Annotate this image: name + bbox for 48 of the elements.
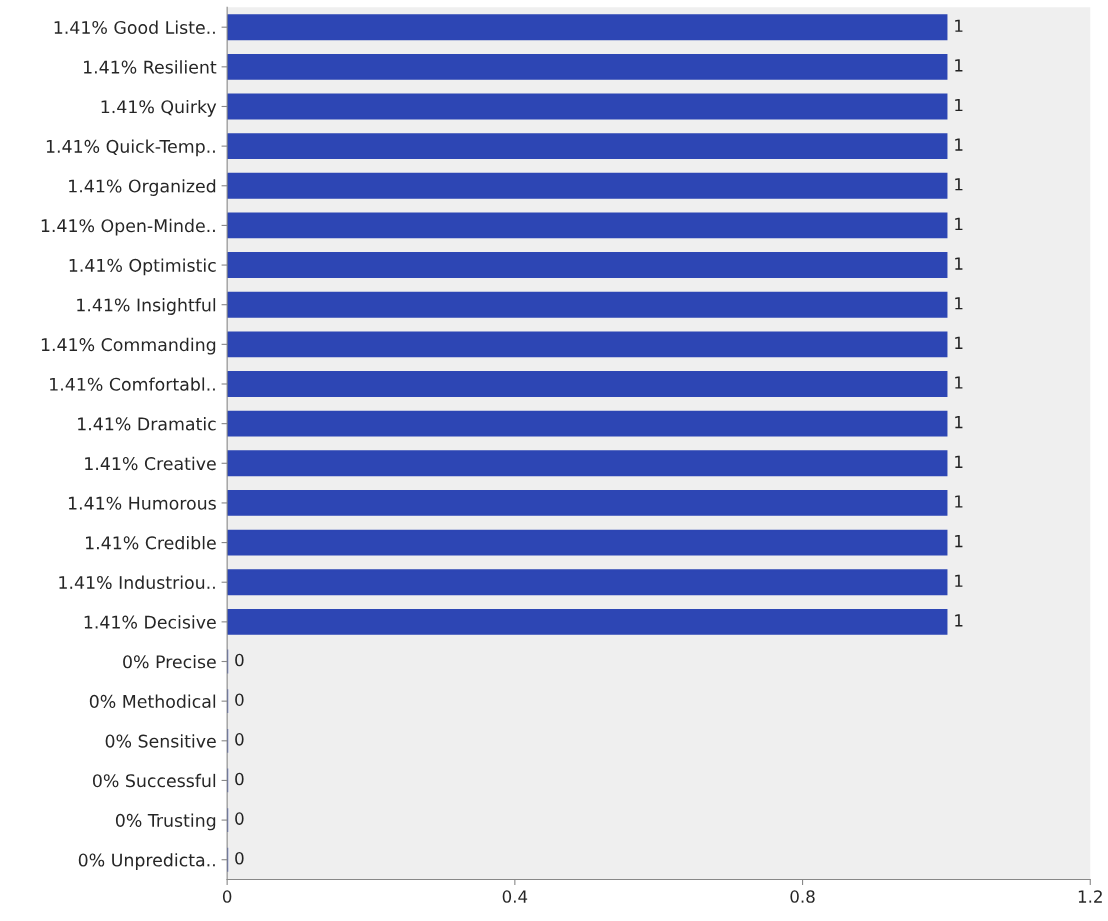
y-tick-label: 0% Precise (123, 654, 216, 669)
y-tick-label: 1.41% Dramatic (78, 417, 216, 431)
data-label: 0 (235, 851, 244, 865)
y-tick-label: 1.41% Creative (85, 456, 216, 471)
y-tick-label: 0% Sensitive (105, 734, 216, 748)
y-tick-label: 1.41% Organized (69, 179, 216, 196)
y-tick-label: 1.41% Open-Minde.. (41, 218, 215, 236)
x-tick-label: 1.2 (1078, 890, 1102, 903)
data-label: 0 (235, 812, 244, 825)
y-tick-label: 1.41% Industriou.. (59, 575, 215, 590)
y-tick-label: 1.41% Humorous (68, 496, 216, 510)
data-label: 1 (955, 336, 963, 349)
data-label: 1 (955, 574, 963, 587)
data-label: 1 (955, 98, 963, 112)
data-label: 0 (235, 693, 244, 706)
y-tick-label: 1.41% Good Liste.. (54, 20, 215, 35)
y-tick-label: 1.41% Quick-Temp.. (46, 139, 215, 157)
x-tick-label: 0.4 (502, 890, 528, 903)
data-label: 1 (955, 297, 963, 310)
data-label: 1 (955, 376, 963, 389)
y-tick-label: 1.41% Comfortabl.. (50, 377, 215, 391)
y-tick-label: 0% Methodical (89, 694, 216, 708)
data-label: 1 (955, 495, 963, 508)
data-label: 1 (955, 59, 963, 72)
y-tick-label: 1.41% Optimistic (69, 258, 216, 276)
data-label: 0 (235, 772, 244, 786)
y-tick-label: 1.41% Decisive (84, 615, 216, 629)
x-tick-label: 0.8 (790, 890, 815, 903)
y-tick-label: 1.41% Resilient (83, 60, 217, 74)
data-label: 1 (955, 217, 963, 231)
y-tick-label: 0% Unpredicta.. (78, 853, 215, 870)
y-tick-label: 0% Successful (92, 773, 216, 788)
data-label: 0 (235, 733, 244, 746)
data-label: 1 (955, 614, 963, 627)
data-label: 1 (955, 535, 963, 548)
data-label: 1 (955, 257, 963, 270)
y-tick-label: 1.41% Credible (86, 535, 216, 550)
data-label: 1 (955, 19, 963, 32)
data-label: 0 (235, 653, 244, 667)
y-tick-label: 1.41% Quirky (101, 99, 217, 117)
y-tick-label: 0% Trusting (115, 813, 216, 831)
data-label: 1 (955, 455, 963, 468)
x-tick-label: 0 (222, 890, 232, 903)
y-tick-label: 1.41% Insightful (77, 298, 216, 315)
data-label: 1 (955, 178, 963, 191)
data-label: 1 (955, 138, 963, 151)
data-label: 1 (955, 416, 963, 429)
y-tick-label: 1.41% Commanding (41, 337, 216, 355)
